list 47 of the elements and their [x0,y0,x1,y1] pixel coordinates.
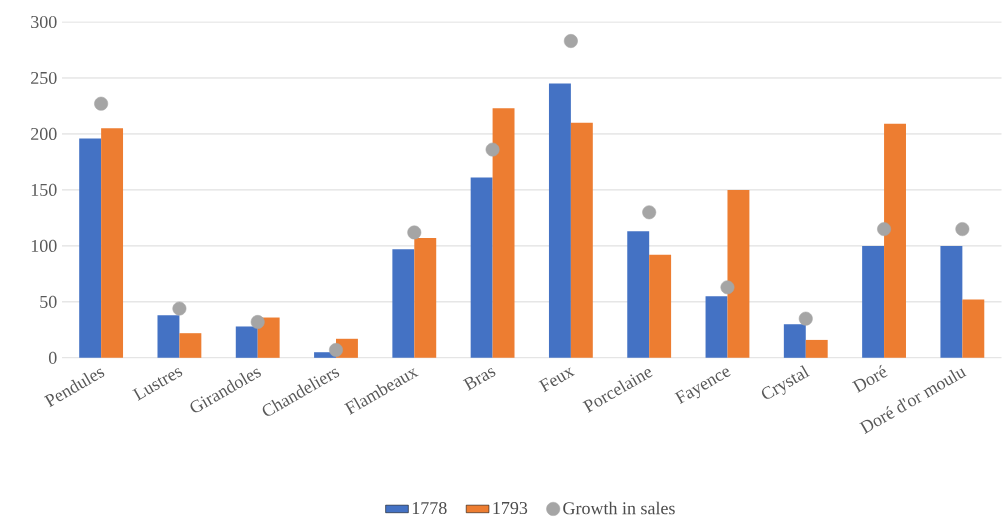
bar [101,128,124,358]
bar [705,296,728,358]
bar [649,254,672,358]
bar [257,317,280,358]
bar [884,123,906,358]
y-tick-label: 50 [40,295,57,309]
bar [783,324,806,358]
point [485,142,500,157]
bar [414,238,437,358]
bar [492,108,515,358]
x-tick-label: Bras [462,368,496,391]
point [877,222,891,237]
bar [179,333,202,358]
bar [862,246,885,358]
bar [940,246,963,358]
point [798,311,813,326]
bar [805,340,828,358]
legend-label: Growth in sales [563,501,675,515]
point [172,301,187,316]
point [563,34,578,49]
legend-label: 1778 [412,502,447,515]
bar [627,231,650,358]
y-tick-label: 200 [31,127,57,141]
point [720,280,735,295]
y-tick-label: 150 [31,183,57,197]
point [250,315,265,330]
point [329,343,343,358]
bar [235,326,258,358]
bar [392,249,415,358]
bar [727,190,750,358]
point [955,222,970,237]
bar [570,122,593,358]
bar [470,177,493,358]
y-tick-label: 0 [48,351,57,365]
y-tick-label: 300 [31,16,57,29]
x-tick-label: Feux [538,367,575,393]
bar [962,299,985,358]
point [642,205,657,220]
point [407,225,422,240]
bar [79,138,102,358]
y-tick-label: 250 [31,72,57,85]
point [94,96,109,111]
bar [548,83,571,358]
legend-label: 1793 [493,502,528,515]
x-tick-label: Doré [852,364,888,393]
y-tick-label: 100 [31,239,57,253]
bar [157,315,180,358]
